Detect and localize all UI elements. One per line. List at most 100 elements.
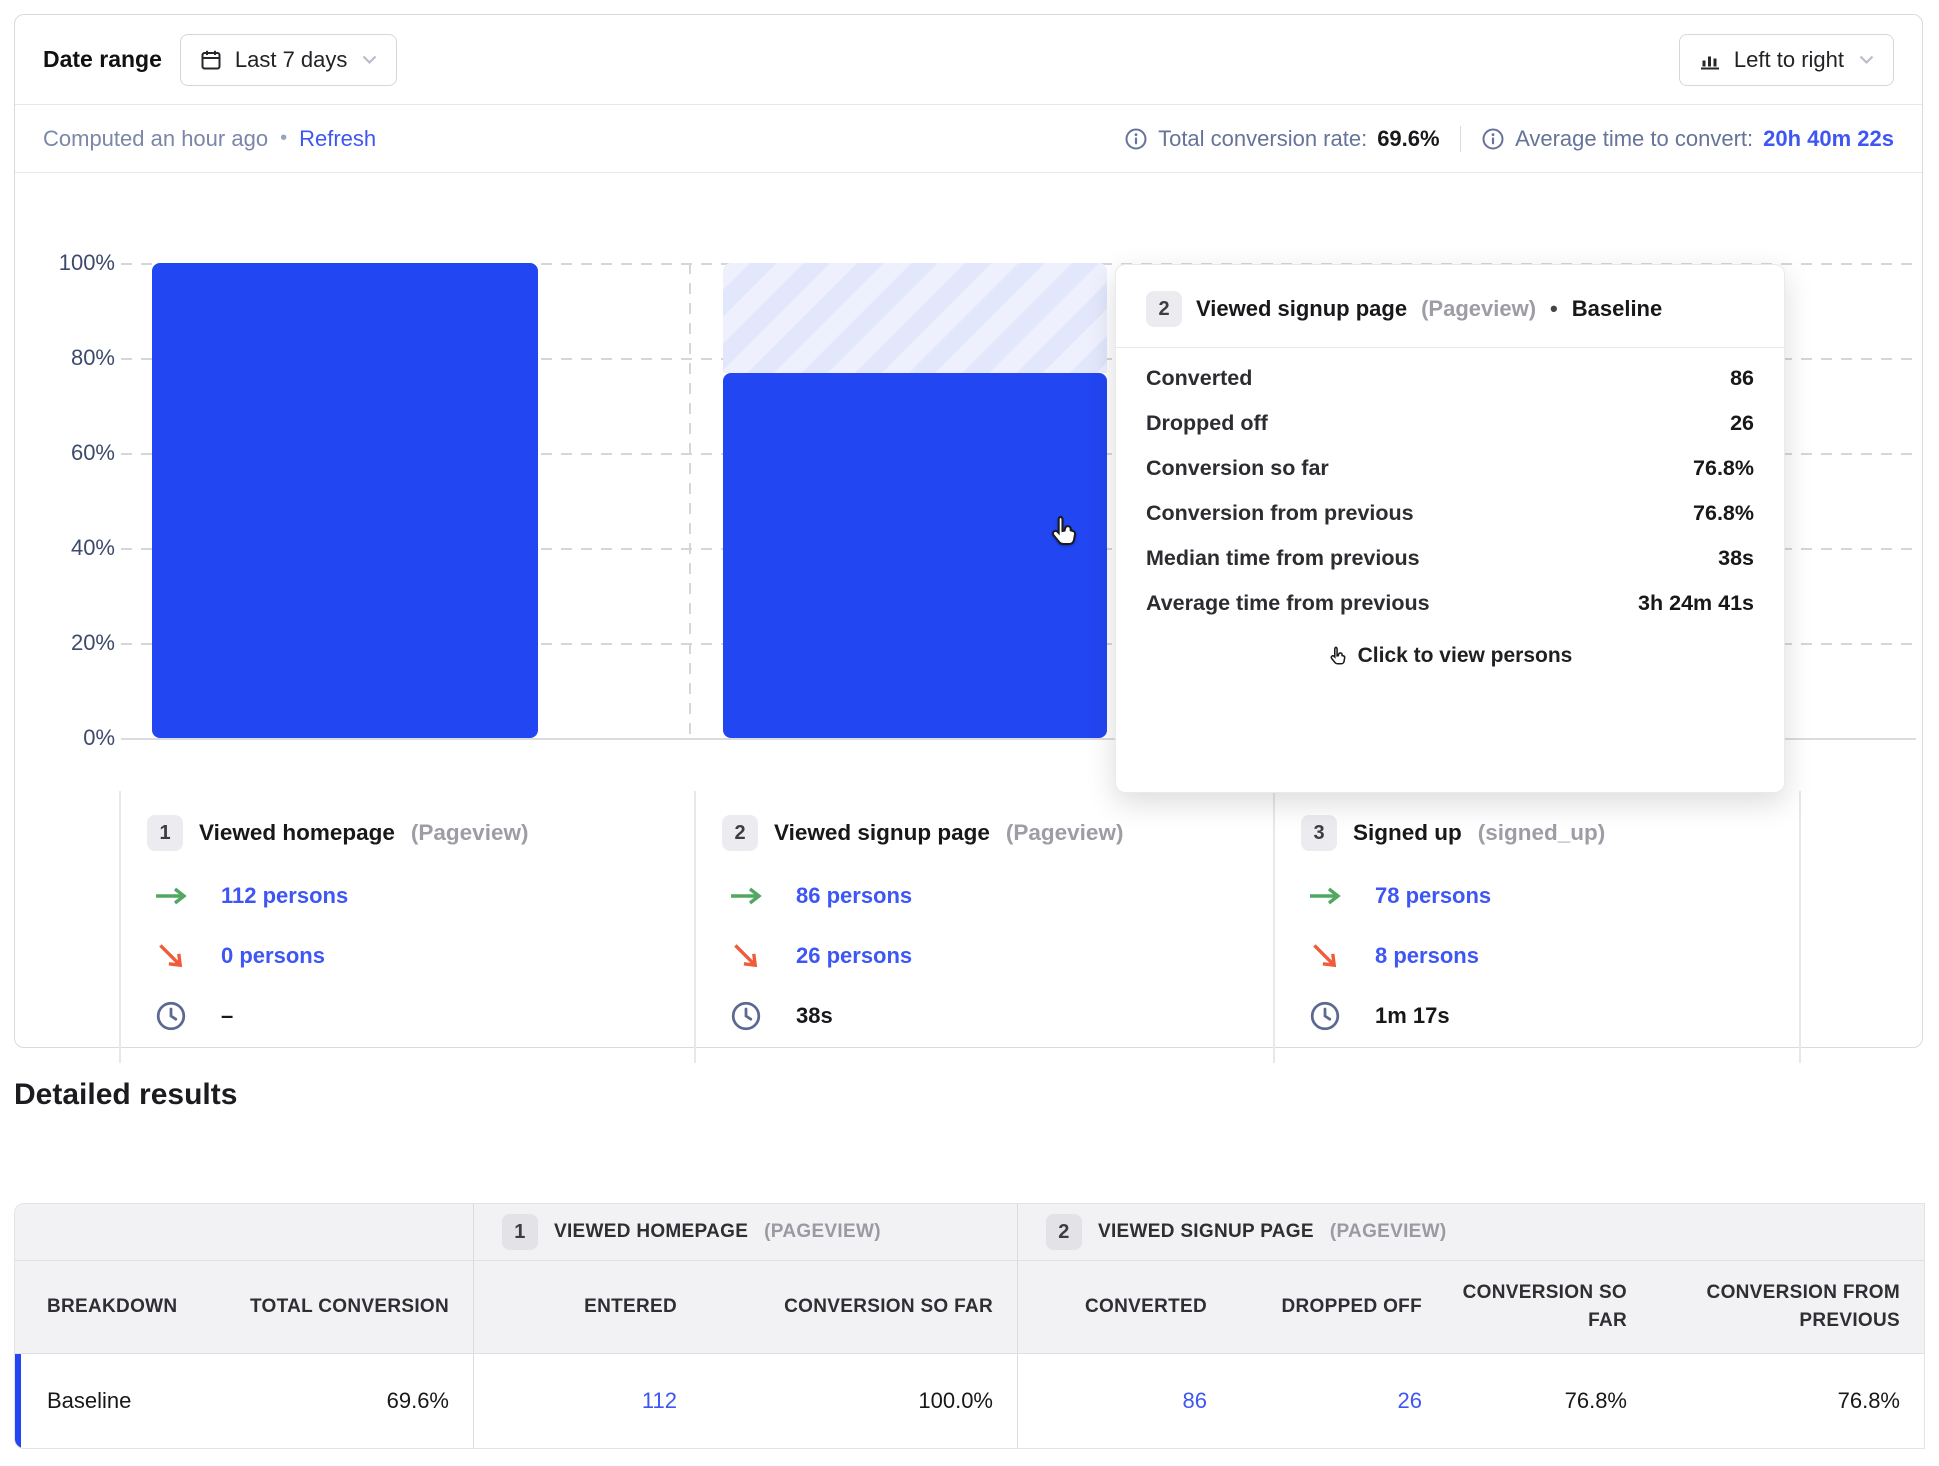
step-name: Signed up <box>1353 820 1462 845</box>
tooltip-row: Average time from previous 3h 24m 41s <box>1146 581 1754 626</box>
breakdown-cell: Baseline <box>15 1354 231 1448</box>
y-axis-tick: 20% <box>70 630 115 655</box>
group-label: VIEWED HOMEPAGE <box>554 1221 749 1242</box>
info-icon <box>1124 127 1148 151</box>
step-title: 1 Viewed homepage (Pageview) <box>147 815 694 851</box>
column-header-conversion-so-far-1: CONVERSION SO FAR <box>701 1261 1017 1354</box>
group-event-type: (PAGEVIEW) <box>764 1221 881 1242</box>
pointing-hand-icon <box>1328 645 1348 668</box>
tooltip-footer: Click to view persons <box>1146 644 1754 668</box>
step-number-badge: 1 <box>502 1214 538 1250</box>
dropped-row: 26 persons <box>722 933 1273 979</box>
tooltip-row: Dropped off 26 <box>1146 401 1754 446</box>
row-label: Conversion from previous <box>1146 501 1414 525</box>
y-axis-tick: 40% <box>70 535 115 560</box>
dropped-persons-link[interactable]: 26 persons <box>796 943 913 968</box>
time-row: 38s <box>722 993 1273 1039</box>
step-number-badge: 2 <box>722 815 758 851</box>
step-number-badge: 3 <box>1301 815 1337 851</box>
divider <box>1459 125 1462 152</box>
y-axis-tick: 80% <box>70 345 115 370</box>
y-axis-tick: 60% <box>70 440 115 465</box>
column-header-conversion-so-far-2: CONVERSION SO FAR <box>1446 1261 1651 1354</box>
breakdown-value: Baseline <box>47 1388 132 1413</box>
row-label: Conversion so far <box>1146 456 1329 480</box>
total-conversion-value: 69.6% <box>1377 125 1440 151</box>
computed-text: Computed an hour ago <box>43 125 269 151</box>
meta-row: Computed an hour ago • Refresh Total con… <box>15 105 1922 173</box>
detailed-results-table: 1 VIEWED HOMEPAGE (PAGEVIEW) 2 VIEWED SI… <box>14 1203 1925 1449</box>
tooltip-event-type: (Pageview) <box>1421 296 1537 321</box>
median-time-value: 38s <box>796 1003 833 1028</box>
completed-persons-link[interactable]: 112 persons <box>221 883 349 908</box>
clock-icon <box>722 1000 770 1032</box>
dropped-off-cell[interactable]: 26 <box>1231 1354 1446 1448</box>
date-range-button[interactable]: Last 7 days <box>179 33 398 86</box>
step-tooltip: 2 Viewed signup page (Pageview) • Baseli… <box>1115 264 1785 793</box>
y-axis-tick: 0% <box>83 725 115 750</box>
tooltip-step-name: Viewed signup page <box>1196 296 1408 321</box>
entered-cell[interactable]: 112 <box>473 1354 701 1448</box>
column-header-breakdown: BREAKDOWN <box>15 1261 231 1354</box>
arrow-right-icon <box>1301 885 1349 907</box>
arrow-right-icon <box>722 885 770 907</box>
tooltip-footer-text: Click to view persons <box>1357 644 1573 667</box>
orientation-button[interactable]: Left to right <box>1678 33 1894 86</box>
row-value: 76.8% <box>1693 456 1754 480</box>
avg-time-label: Average time to convert: <box>1515 125 1754 151</box>
step-number-badge: 2 <box>1046 1214 1082 1250</box>
total-conversion-stat: Total conversion rate: 69.6% <box>1124 126 1440 152</box>
group-header-step-1: 1 VIEWED HOMEPAGE (PAGEVIEW) <box>473 1204 1017 1261</box>
dropped-row: 8 persons <box>1301 933 1799 979</box>
bar-chart-icon <box>1698 48 1722 72</box>
row-label: Converted <box>1146 366 1253 390</box>
steps-legend: 1 Viewed homepage (Pageview) 112 persons… <box>15 791 1922 1063</box>
x-axis-line <box>121 738 1916 740</box>
row-value: 76.8% <box>1693 501 1754 525</box>
step-number-badge: 2 <box>1146 291 1182 327</box>
funnel-bar-step-2[interactable] <box>723 373 1107 738</box>
tooltip-row: Conversion so far 76.8% <box>1146 446 1754 491</box>
group-header-step-2: 2 VIEWED SIGNUP PAGE (PAGEVIEW) <box>1017 1204 1924 1261</box>
dropped-persons-link[interactable]: 8 persons <box>1375 943 1479 968</box>
arrow-drop-icon <box>721 931 770 980</box>
tooltip-series-name: Baseline <box>1571 296 1663 321</box>
row-value: 3h 24m 41s <box>1638 591 1754 615</box>
column-header-dropped-off: DROPPED OFF <box>1231 1261 1446 1354</box>
hand-cursor-icon <box>1047 513 1081 556</box>
funnel-card: Date range Last 7 days Left to right Com… <box>14 14 1923 1063</box>
group-header-breakdown <box>15 1204 473 1261</box>
arrow-drop-icon <box>1300 931 1349 980</box>
clock-icon <box>1301 1000 1349 1032</box>
group-event-type: (PAGEVIEW) <box>1329 1221 1447 1242</box>
total-conversion-cell: 69.6% <box>231 1354 473 1448</box>
tooltip-header: 2 Viewed signup page (Pageview) • Baseli… <box>1146 291 1754 327</box>
dropped-persons-link[interactable]: 0 persons <box>221 943 325 968</box>
funnel-chart: 100% 80% 60% 40% 20% 0% <box>15 173 1922 791</box>
funnel-bar-step-1[interactable] <box>152 263 538 738</box>
arrow-right-icon <box>147 885 195 907</box>
column-header-total-conversion: TOTAL CONVERSION <box>231 1261 473 1354</box>
time-row: – <box>147 993 694 1039</box>
avg-time-stat: Average time to convert: 20h 40m 22s <box>1481 126 1894 152</box>
converted-cell[interactable]: 86 <box>1017 1354 1231 1448</box>
arrow-drop-icon <box>146 931 195 980</box>
completed-persons-link[interactable]: 78 persons <box>1375 883 1492 908</box>
median-time-value: – <box>221 1003 234 1028</box>
conversion-from-previous-cell: 76.8% <box>1651 1354 1924 1448</box>
group-label: VIEWED SIGNUP PAGE <box>1098 1221 1314 1242</box>
step-title: 3 Signed up (signed_up) <box>1301 815 1799 851</box>
series-color-accent <box>15 1354 21 1448</box>
tooltip-row: Converted 86 <box>1146 356 1754 401</box>
row-label: Average time from previous <box>1146 591 1430 615</box>
column-header-converted: CONVERTED <box>1017 1261 1231 1354</box>
row-label: Dropped off <box>1146 411 1268 435</box>
completed-persons-link[interactable]: 86 persons <box>796 883 913 908</box>
step-event-type: (signed_up) <box>1477 820 1606 845</box>
completed-row: 112 persons <box>147 873 694 919</box>
row-value: 86 <box>1730 366 1754 390</box>
conversion-so-far-2-cell: 76.8% <box>1446 1354 1651 1448</box>
dropped-off-region-step-2[interactable] <box>723 263 1107 373</box>
step-number-badge: 1 <box>147 815 183 851</box>
refresh-link[interactable]: Refresh <box>299 125 377 151</box>
